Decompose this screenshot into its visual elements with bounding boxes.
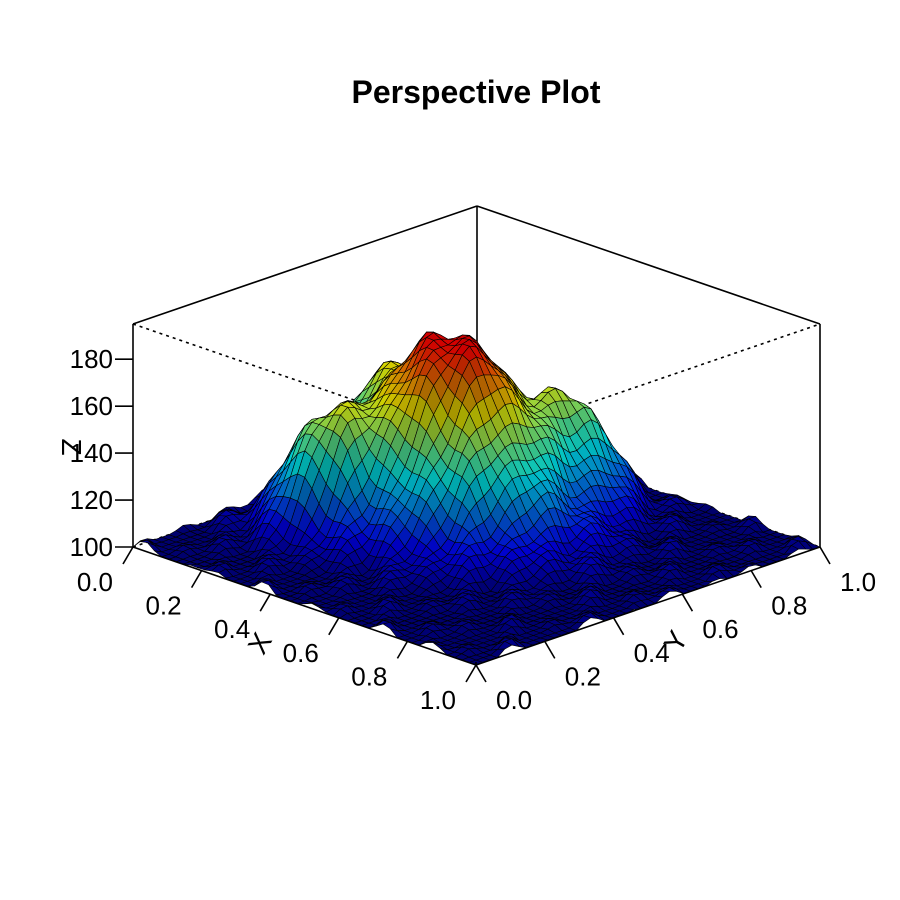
z-tick-label: 160 <box>70 391 113 421</box>
chart-title: Perspective Plot <box>352 74 601 110</box>
box-edge-top-right <box>476 205 821 325</box>
bounding-box-front <box>132 546 821 666</box>
axis-ticks: 0.0 0.2 0.4 0.6 0.8 1.0 0.0 0.2 0.4 0.6 0.8 1.0 100 1… <box>70 344 877 715</box>
surface-mesh <box>132 331 821 666</box>
x-tick-label: 0.2 <box>145 591 181 621</box>
x-tick-mark <box>396 640 409 659</box>
y-tick-mark <box>612 617 625 636</box>
y-tick-label: 1.0 <box>840 567 876 597</box>
x-tick-mark <box>328 617 340 636</box>
x-tick-mark <box>465 664 477 683</box>
box-edge-base-front-left <box>132 546 477 666</box>
y-tick-mark <box>475 664 487 683</box>
x-tick-label: 0.0 <box>77 567 113 597</box>
z-tick-label: 140 <box>70 438 113 468</box>
y-tick-label: 0.8 <box>771 591 807 621</box>
y-tick-mark <box>750 570 762 589</box>
z-axis-label: Z <box>56 438 87 455</box>
x-tick-label: 0.6 <box>283 638 319 668</box>
y-tick-label: 0.0 <box>496 685 532 715</box>
x-tick-label: 0.4 <box>214 614 250 644</box>
y-tick-label: 0.2 <box>565 661 601 691</box>
x-tick-label: 0.8 <box>351 661 387 691</box>
z-tick-label: 180 <box>70 344 113 374</box>
z-tick-label: 120 <box>70 485 113 515</box>
box-edge-top-front-right <box>475 323 821 443</box>
y-tick-label: 0.4 <box>634 638 670 668</box>
x-tick-mark <box>122 546 134 565</box>
y-tick-mark <box>544 640 556 659</box>
z-tick-label: 100 <box>70 532 113 562</box>
y-tick-label: 0.6 <box>702 614 738 644</box>
box-edge-base-front-right <box>475 546 821 666</box>
y-tick-mark <box>819 546 831 565</box>
box-edge-top-left <box>132 205 478 325</box>
x-tick-mark <box>190 570 203 589</box>
x-tick-mark <box>259 593 271 612</box>
x-tick-label: 1.0 <box>420 685 456 715</box>
y-tick-mark <box>681 593 694 612</box>
